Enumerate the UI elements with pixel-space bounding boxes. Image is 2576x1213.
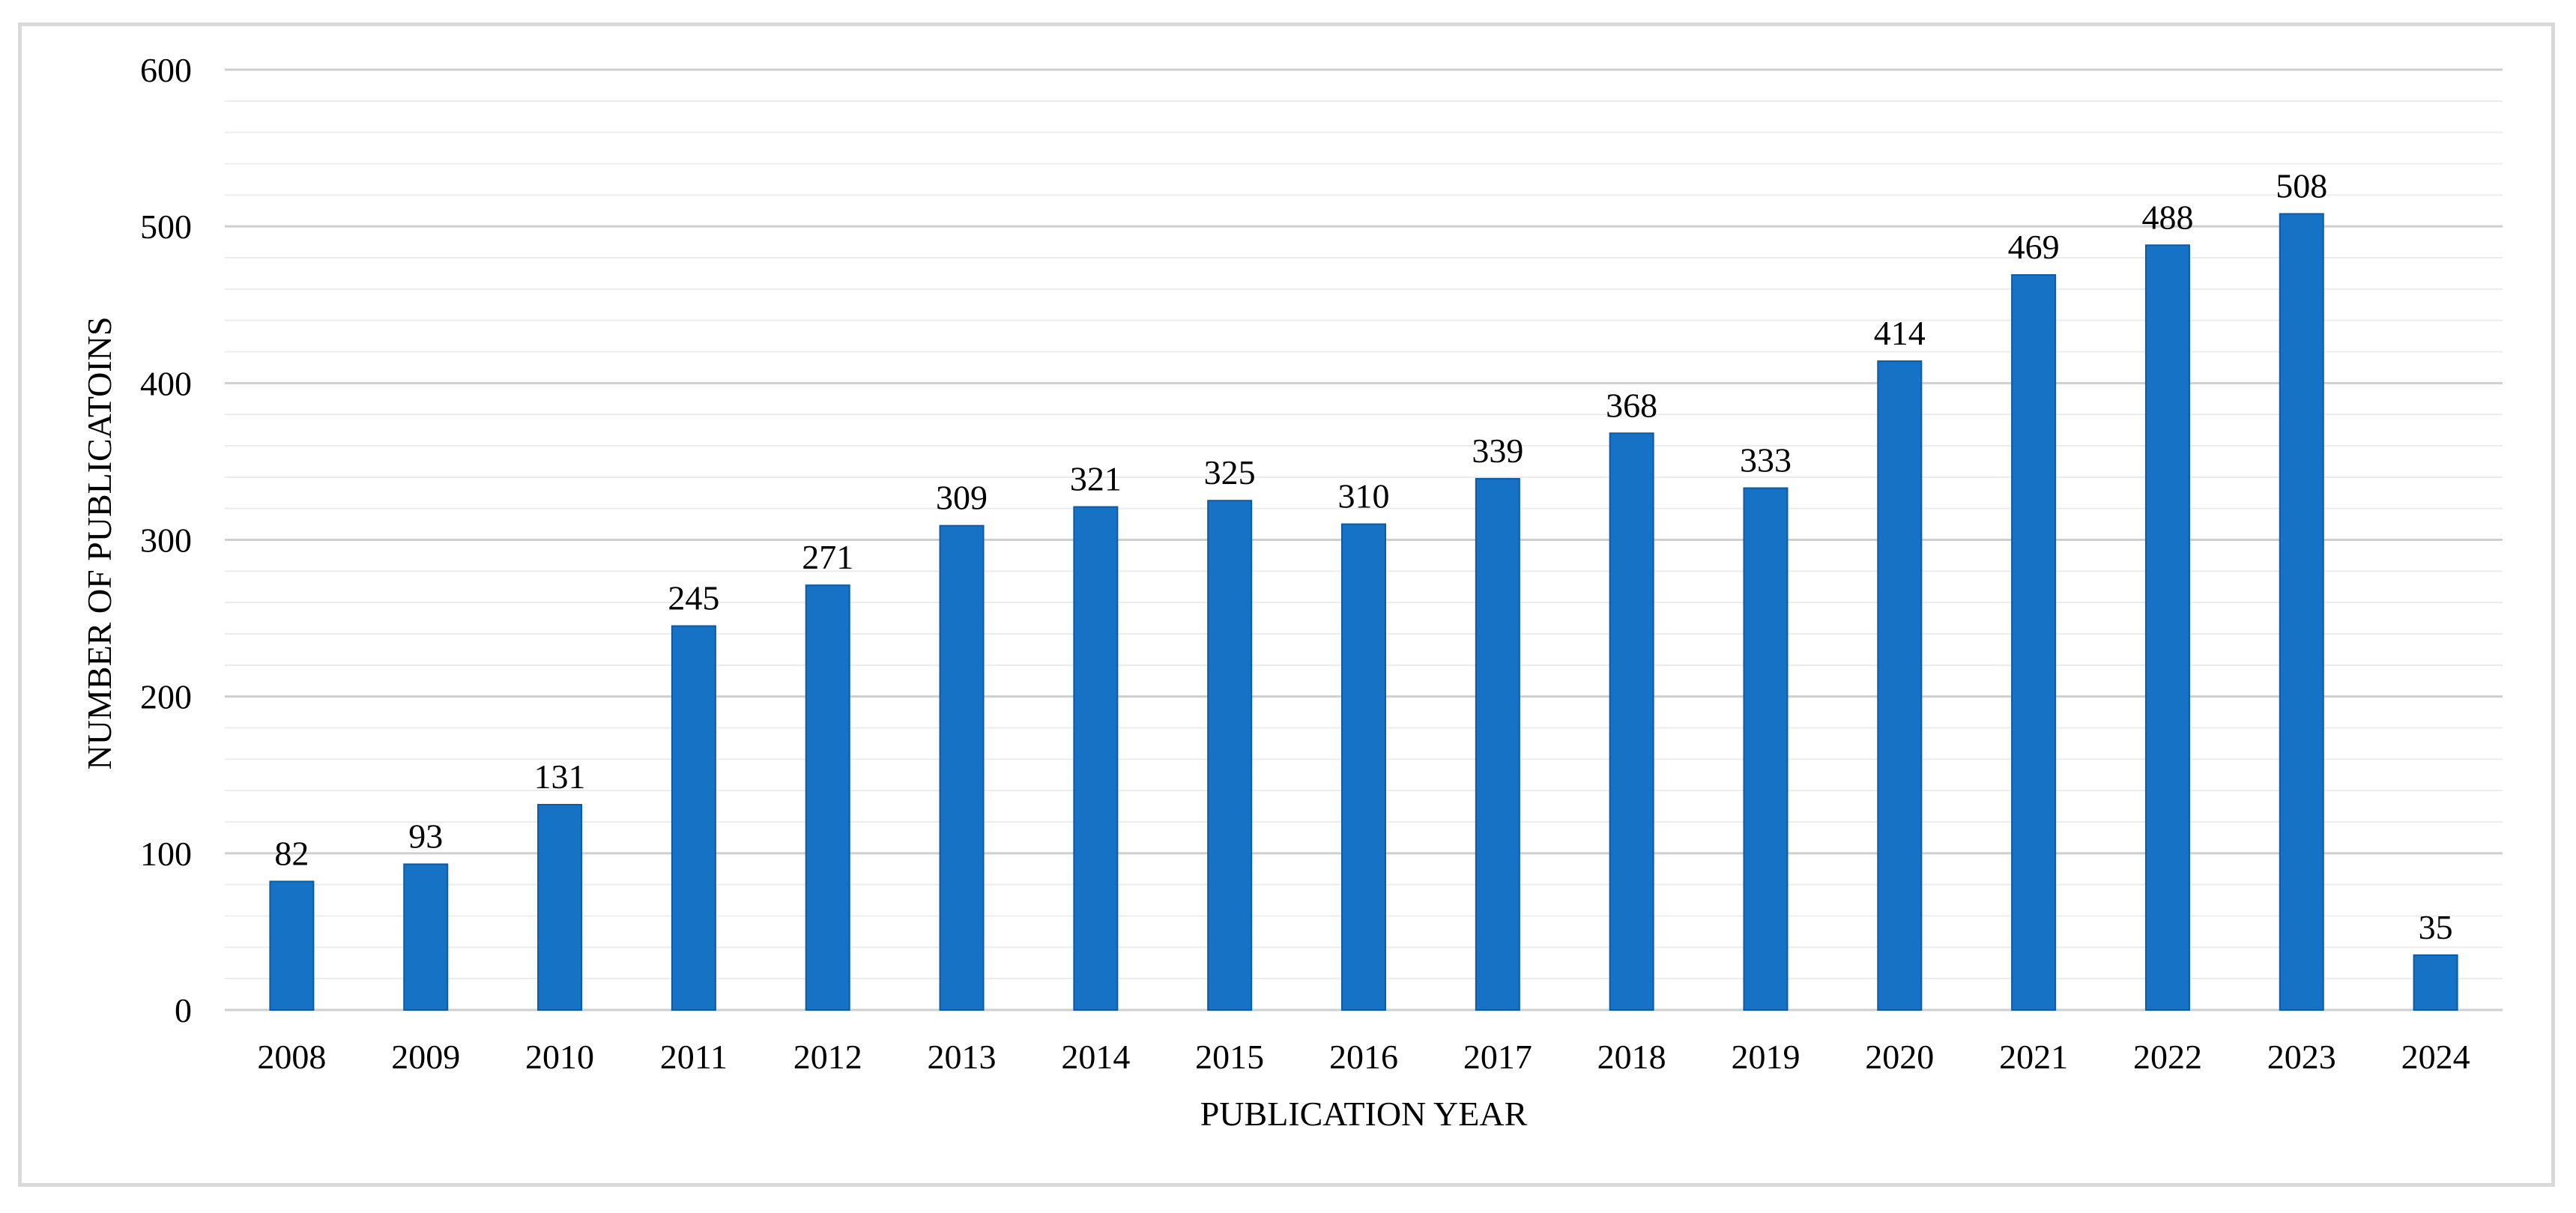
y-axis-title: NUMBER OF PUBLICATOINS [80, 317, 118, 770]
x-tick-label: 2008 [257, 1038, 326, 1076]
bar-2020 [1877, 360, 1923, 1011]
data-label: 321 [1070, 460, 1122, 498]
data-label: 469 [2008, 228, 2060, 266]
bar-2008 [269, 880, 315, 1011]
x-tick-label: 2018 [1597, 1038, 1666, 1076]
x-tick-label: 2013 [928, 1038, 997, 1076]
y-tick-label: 0 [175, 991, 192, 1029]
data-label: 339 [1472, 432, 1523, 470]
bar-2010 [537, 803, 583, 1011]
bar-2017 [1475, 477, 1520, 1011]
data-label: 93 [408, 817, 443, 855]
bar-2016 [1341, 523, 1386, 1011]
x-tick-label: 2011 [660, 1038, 728, 1076]
data-labels: 82 93 131 245 271 309 321 325 310 339 368 333 414 469… [274, 166, 2452, 946]
bar-2015 [1207, 500, 1253, 1011]
data-label: 488 [2141, 198, 2193, 236]
data-label: 368 [1606, 386, 1657, 424]
bar-2009 [403, 863, 449, 1011]
data-label: 310 [1338, 477, 1390, 515]
x-tick-label: 2019 [1731, 1038, 1800, 1076]
x-tick-label: 2021 [1999, 1038, 2068, 1076]
x-tick-label: 2009 [391, 1038, 460, 1076]
bar-2012 [805, 584, 850, 1011]
x-tick-label: 2015 [1195, 1038, 1264, 1076]
bar-2014 [1073, 506, 1119, 1011]
data-label: 82 [274, 834, 309, 872]
data-label: 35 [2419, 908, 2453, 946]
bar-2018 [1609, 432, 1654, 1011]
x-tick-label: 2016 [1329, 1038, 1398, 1076]
data-label: 245 [668, 579, 719, 617]
data-label: 325 [1204, 453, 1256, 491]
x-tick-labels: 2008 2009 2010 2011 2012 2013 2014 2015 2016 2017… [257, 1038, 2470, 1076]
x-tick-label: 2022 [2133, 1038, 2202, 1076]
bar-2022 [2144, 244, 2190, 1011]
y-tick-label: 200 [140, 678, 192, 716]
x-tick-label: 2017 [1463, 1038, 1532, 1076]
x-tick-label: 2023 [2267, 1038, 2336, 1076]
y-tick-labels: 0 100 200 300 400 500 600 [140, 51, 192, 1029]
bar-2011 [671, 625, 716, 1011]
x-tick-label: 2024 [2401, 1038, 2470, 1076]
bar-2023 [2279, 213, 2324, 1011]
bar-2013 [939, 524, 985, 1011]
bar-2024 [2413, 954, 2458, 1011]
y-tick-label: 500 [140, 208, 192, 246]
y-tick-label: 300 [140, 521, 192, 560]
x-tick-label: 2010 [525, 1038, 594, 1076]
y-tick-label: 600 [140, 51, 192, 89]
bars [269, 213, 2458, 1011]
x-tick-label: 2020 [1865, 1038, 1934, 1076]
x-tick-label: 2012 [793, 1038, 862, 1076]
x-tick-label: 2014 [1061, 1038, 1130, 1076]
y-tick-label: 100 [140, 835, 192, 873]
data-label: 131 [534, 757, 586, 796]
data-label: 309 [936, 479, 988, 517]
y-tick-label: 400 [140, 364, 192, 402]
data-label: 333 [1740, 441, 1792, 479]
data-label: 414 [1874, 314, 1926, 352]
data-label: 508 [2276, 166, 2327, 205]
data-label: 271 [802, 538, 853, 576]
bar-2021 [2011, 274, 2057, 1011]
x-axis-title: PUBLICATION YEAR [1200, 1095, 1528, 1133]
bar-2019 [1743, 487, 1789, 1011]
